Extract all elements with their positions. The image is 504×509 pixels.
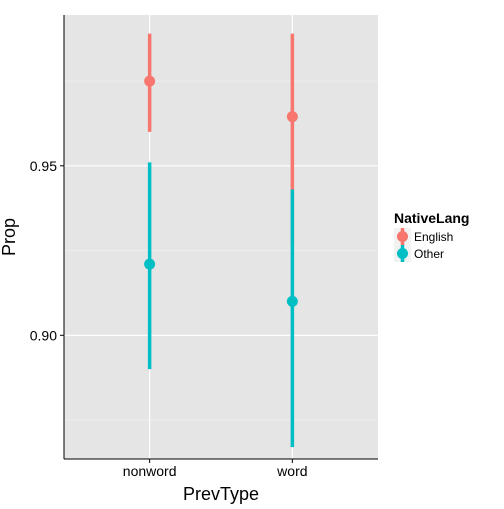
legend-label: Other — [414, 247, 444, 261]
data-layer — [144, 33, 298, 448]
point-english — [286, 111, 298, 123]
legend-items: English Other — [394, 228, 453, 262]
y-tick-label: 0.90 — [30, 327, 57, 343]
x-axis-title: PrevType — [183, 484, 259, 504]
x-tick-label: word — [276, 463, 307, 479]
legend-label: English — [414, 230, 453, 244]
plot-panel — [64, 15, 378, 459]
legend-key-point — [397, 231, 408, 242]
x-tick-label: nonword — [123, 463, 177, 479]
legend-title: NativeLang — [394, 210, 469, 226]
legend-key-point — [397, 248, 408, 259]
point-english — [144, 75, 156, 87]
axes: 0.90 0.95 nonword word — [30, 158, 308, 479]
y-tick-label: 0.95 — [30, 158, 57, 174]
y-axis-title: Prop — [0, 218, 19, 256]
legend: NativeLang English Other — [394, 210, 469, 262]
point-other — [144, 258, 156, 270]
point-other — [286, 295, 298, 307]
